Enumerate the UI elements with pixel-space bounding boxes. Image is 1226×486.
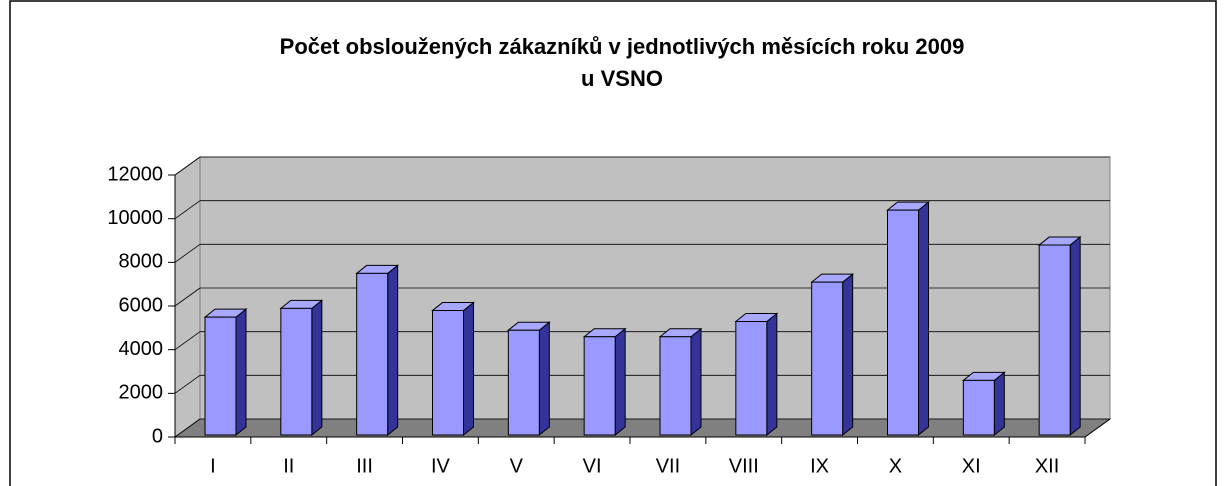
bar — [961, 371, 1006, 437]
bar-front — [583, 336, 616, 436]
bar-side — [311, 299, 323, 437]
x-tick-label: XI — [962, 455, 981, 477]
y-tick-label: 0 — [152, 425, 163, 447]
bar — [1037, 236, 1082, 437]
x-tick-label: VI — [583, 455, 602, 477]
y-tick-label: 2000 — [119, 382, 164, 404]
grid-line — [174, 200, 201, 219]
x-tick-label: X — [889, 455, 902, 477]
grid-line — [174, 156, 201, 176]
bar-side — [842, 273, 854, 437]
y-tick-label: 6000 — [119, 294, 164, 316]
bar — [203, 308, 248, 437]
x-tick-label: VII — [656, 455, 680, 477]
bar-side — [918, 201, 929, 437]
bar — [582, 327, 627, 437]
y-tick-label: 12000 — [107, 163, 163, 185]
x-tick-label: IV — [431, 455, 451, 477]
x-tick-label: V — [510, 455, 524, 477]
bar-side — [235, 308, 247, 437]
bar-front — [659, 336, 692, 436]
bar-front — [280, 307, 313, 436]
bar — [734, 312, 779, 437]
bar-side — [463, 301, 474, 437]
bar-front — [507, 329, 540, 436]
grid-line — [174, 287, 201, 307]
bar — [355, 264, 400, 437]
bar-side — [766, 312, 778, 437]
x-tick-label: III — [356, 455, 373, 477]
bar-front — [962, 379, 995, 436]
grid-line — [174, 244, 201, 263]
chart-title: u VSNO — [581, 66, 663, 91]
x-axis — [1084, 418, 1111, 438]
y-tick-label: 8000 — [119, 251, 164, 273]
bar-side — [614, 327, 626, 437]
bar — [810, 273, 855, 437]
bar-side — [993, 371, 1005, 437]
bar-front — [887, 209, 919, 436]
x-tick-label: II — [283, 455, 294, 477]
bar-front — [1038, 244, 1071, 436]
y-tick-label: 10000 — [107, 207, 163, 229]
grid-line — [174, 418, 201, 438]
bar — [506, 321, 551, 437]
bar — [886, 201, 930, 437]
bar — [279, 299, 324, 437]
x-tick-label: IX — [810, 455, 829, 477]
bar — [431, 301, 475, 437]
bar-side — [1069, 236, 1081, 437]
bar-front — [735, 320, 768, 436]
x-tick-label: VIII — [729, 455, 759, 477]
grid-line — [174, 375, 201, 394]
bar-front — [811, 281, 844, 436]
y-tick-label: 4000 — [119, 338, 164, 360]
x-tick-label: I — [210, 455, 216, 477]
bar-front — [204, 316, 237, 436]
bar-side — [690, 327, 702, 437]
bar — [658, 327, 703, 437]
chart-title: Počet obsloužených zákazníků v jednotliv… — [280, 34, 965, 59]
grid-line — [174, 331, 201, 350]
x-tick-label: XII — [1035, 455, 1059, 477]
bar-side — [387, 264, 399, 437]
bar-front — [432, 310, 464, 436]
bar-front — [356, 272, 389, 436]
bar-side — [538, 321, 550, 437]
